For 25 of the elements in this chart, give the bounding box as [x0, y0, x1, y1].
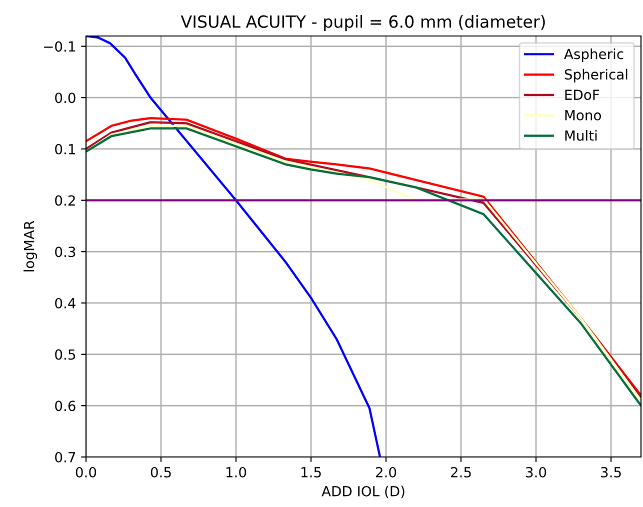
- legend-label: EDoF: [565, 90, 600, 100]
- y-tick-label: 0.7: [55, 452, 76, 462]
- y-tick-label: 0.2: [55, 195, 75, 206]
- legend-label: Aspheric: [564, 48, 624, 62]
- x-tick-label: 3.5: [601, 466, 621, 478]
- x-tick-label: 1.0: [226, 466, 246, 478]
- legend-label: Spherical: [564, 68, 628, 82]
- y-tick-label: 0.0: [55, 92, 76, 104]
- x-tick-label: 3.0: [526, 466, 546, 478]
- x-tick-label: 2.0: [376, 466, 396, 478]
- x-tick-label: 1.5: [301, 467, 321, 478]
- y-axis-title: logMAR: [24, 220, 37, 272]
- y-tick-label: 0.6: [55, 400, 76, 412]
- x-tick-label: 0.0: [76, 466, 96, 478]
- legend-label: Mono: [565, 110, 601, 120]
- y-tick-label: 0.4: [55, 298, 76, 308]
- chart-title: VISUAL ACUITY - pupil = 6.0 mm (diameter): [180, 15, 545, 32]
- y-tick-label: 0.1: [55, 144, 75, 154]
- x-tick-label: 0.5: [150, 466, 171, 478]
- y-tick-label: 0.3: [55, 246, 76, 258]
- x-tick-label: 2.5: [450, 466, 471, 478]
- y-tick-label: 0.5: [55, 349, 76, 360]
- x-axis-title: ADD IOL (D): [322, 486, 404, 498]
- legend-label: Multi: [565, 130, 597, 141]
- y-tick-label: −0.1: [44, 41, 75, 52]
